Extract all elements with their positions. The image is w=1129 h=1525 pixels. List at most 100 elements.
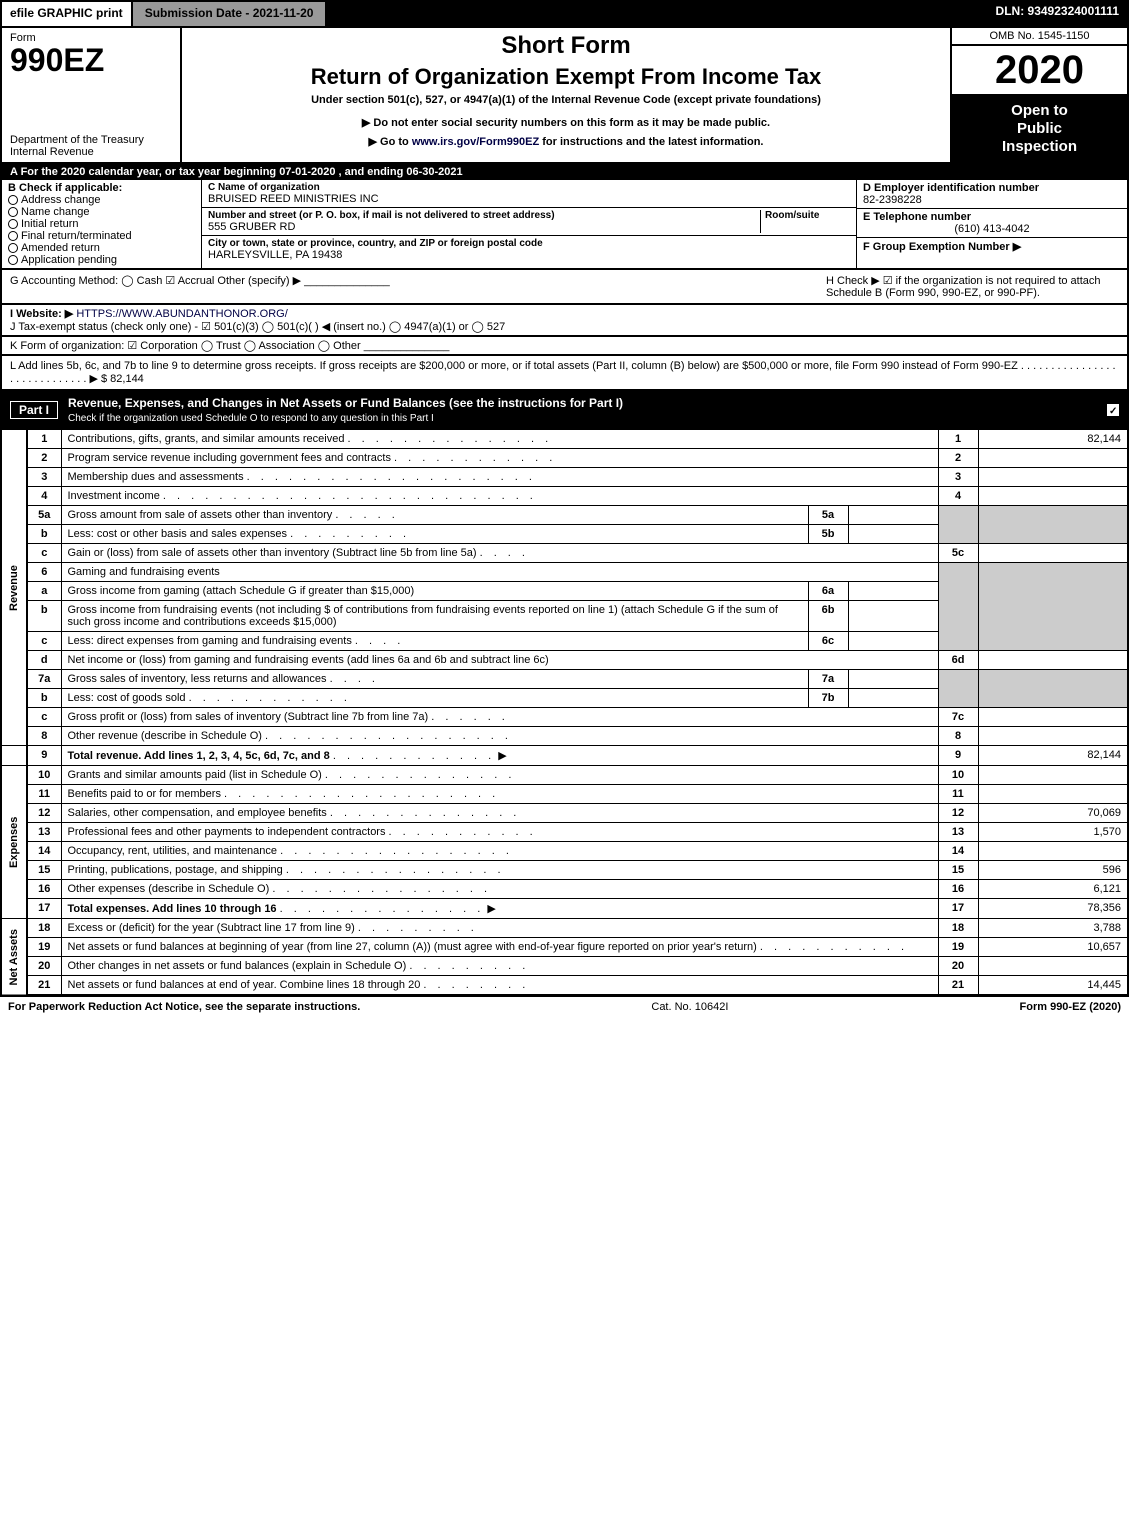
line-13-desc: Professional fees and other payments to …: [61, 823, 938, 842]
revenue-section-label: Revenue: [1, 430, 27, 746]
line-3-no: 3: [27, 468, 61, 487]
paperwork-notice: For Paperwork Reduction Act Notice, see …: [8, 1001, 360, 1013]
box-b: B Check if applicable: Address change Na…: [2, 180, 202, 268]
line-6d-no: d: [27, 651, 61, 670]
line-10-rno: 10: [938, 766, 978, 785]
chk-application-pending[interactable]: Application pending: [8, 254, 195, 266]
irs-link[interactable]: www.irs.gov/Form990EZ: [412, 136, 539, 148]
group-exemption-label: F Group Exemption Number ▶: [863, 240, 1121, 253]
line-11-amt: [978, 785, 1128, 804]
line-6d-desc: Net income or (loss) from gaming and fun…: [61, 651, 938, 670]
line-5a-subamt: [848, 506, 938, 525]
chk-address-change[interactable]: Address change: [8, 194, 195, 206]
line-5b-subno: 5b: [808, 525, 848, 544]
room-label: Room/suite: [765, 210, 850, 221]
row-ij: I Website: ▶ HTTPS://WWW.ABUNDANTHONOR.O…: [0, 305, 1129, 337]
line-8-desc: Other revenue (describe in Schedule O) .…: [61, 727, 938, 746]
form-header: Form 990EZ Department of the Treasury In…: [0, 28, 1129, 164]
accounting-method: G Accounting Method: ◯ Cash ☑ Accrual Ot…: [2, 270, 817, 303]
line-2-desc: Program service revenue including govern…: [61, 449, 938, 468]
line-15-desc: Printing, publications, postage, and shi…: [61, 861, 938, 880]
line-6-no: 6: [27, 563, 61, 582]
line-20-desc: Other changes in net assets or fund bala…: [61, 957, 938, 976]
expenses-section-label: Expenses: [1, 766, 27, 919]
netassets-section-label: Net Assets: [1, 919, 27, 996]
line-20-amt: [978, 957, 1128, 976]
line-21-amt: 14,445: [978, 976, 1128, 996]
chk-final-return[interactable]: Final return/terminated: [8, 230, 195, 242]
line-19-amt: 10,657: [978, 938, 1128, 957]
line-21-desc: Net assets or fund balances at end of ye…: [61, 976, 938, 996]
ein-label: D Employer identification number: [863, 182, 1121, 194]
line-2-rno: 2: [938, 449, 978, 468]
line-15-rno: 15: [938, 861, 978, 880]
website-link[interactable]: HTTPS://WWW.ABUNDANTHONOR.ORG/: [76, 308, 287, 320]
line-6a-no: a: [27, 582, 61, 601]
header-right: OMB No. 1545-1150 2020 Open to Public In…: [952, 28, 1127, 162]
schedule-o-checkbox[interactable]: [1107, 404, 1119, 416]
line-12-no: 12: [27, 804, 61, 823]
part-1-title: Revenue, Expenses, and Changes in Net As…: [68, 396, 623, 410]
header-center: Short Form Return of Organization Exempt…: [182, 28, 952, 162]
chk-initial-return[interactable]: Initial return: [8, 218, 195, 230]
line-17-no: 17: [27, 899, 61, 919]
line-6b-subno: 6b: [808, 601, 848, 632]
line-9-desc: Total revenue. Add lines 1, 2, 3, 4, 5c,…: [61, 746, 938, 766]
line-4-amt: [978, 487, 1128, 506]
line-6d-rno: 6d: [938, 651, 978, 670]
line-16-rno: 16: [938, 880, 978, 899]
phone-label: E Telephone number: [863, 211, 1121, 223]
box-c: C Name of organization BRUISED REED MINI…: [202, 180, 857, 268]
schedule-b-check: H Check ▶ ☑ if the organization is not r…: [817, 270, 1127, 303]
line-7c-no: c: [27, 708, 61, 727]
line-11-rno: 11: [938, 785, 978, 804]
part-1-table: Revenue 1 Contributions, gifts, grants, …: [0, 429, 1129, 996]
chk-amended-return[interactable]: Amended return: [8, 242, 195, 254]
line-17-rno: 17: [938, 899, 978, 919]
submission-date: Submission Date - 2021-11-20: [131, 0, 328, 28]
line-5c-desc: Gain or (loss) from sale of assets other…: [61, 544, 938, 563]
line-18-amt: 3,788: [978, 919, 1128, 938]
line-5c-no: c: [27, 544, 61, 563]
top-bar: efile GRAPHIC print Submission Date - 20…: [0, 0, 1129, 28]
header-left: Form 990EZ Department of the Treasury In…: [2, 28, 182, 162]
line-10-desc: Grants and similar amounts paid (list in…: [61, 766, 938, 785]
line-5b-desc: Less: cost or other basis and sales expe…: [61, 525, 808, 544]
dln: DLN: 93492324001111: [986, 0, 1129, 28]
tax-year: 2020: [952, 46, 1127, 96]
line-19-rno: 19: [938, 938, 978, 957]
line-8-amt: [978, 727, 1128, 746]
line-16-desc: Other expenses (describe in Schedule O) …: [61, 880, 938, 899]
line-21-rno: 21: [938, 976, 978, 996]
line-6-grey-amt: [978, 563, 1128, 651]
box-b-label: B Check if applicable:: [8, 182, 195, 194]
part-number: Part I: [10, 401, 58, 419]
line-11-desc: Benefits paid to or for members . . . . …: [61, 785, 938, 804]
line-16-amt: 6,121: [978, 880, 1128, 899]
line-15-amt: 596: [978, 861, 1128, 880]
ein-value: 82-2398228: [863, 194, 1121, 206]
line-17-desc: Total expenses. Add lines 10 through 16 …: [61, 899, 938, 919]
line-5c-amt: [978, 544, 1128, 563]
line-7a-subno: 7a: [808, 670, 848, 689]
line-4-no: 4: [27, 487, 61, 506]
line-5a-no: 5a: [27, 506, 61, 525]
line-12-rno: 12: [938, 804, 978, 823]
line-6-grey: [938, 563, 978, 651]
line-2-amt: [978, 449, 1128, 468]
line-14-desc: Occupancy, rent, utilities, and maintena…: [61, 842, 938, 861]
line-7a-desc: Gross sales of inventory, less returns a…: [61, 670, 808, 689]
chk-name-change[interactable]: Name change: [8, 206, 195, 218]
line-7c-amt: [978, 708, 1128, 727]
line-5b-no: b: [27, 525, 61, 544]
tax-exempt-status: J Tax-exempt status (check only one) - ☑…: [10, 320, 1119, 333]
line-7ab-grey-amt: [978, 670, 1128, 708]
line-20-no: 20: [27, 957, 61, 976]
line-6c-desc: Less: direct expenses from gaming and fu…: [61, 632, 808, 651]
line-6c-subno: 6c: [808, 632, 848, 651]
line-5ab-grey: [938, 506, 978, 544]
line-6a-desc: Gross income from gaming (attach Schedul…: [61, 582, 808, 601]
line-1-desc: Contributions, gifts, grants, and simila…: [61, 430, 938, 449]
efile-print-label[interactable]: efile GRAPHIC print: [0, 0, 133, 28]
line-6a-subamt: [848, 582, 938, 601]
